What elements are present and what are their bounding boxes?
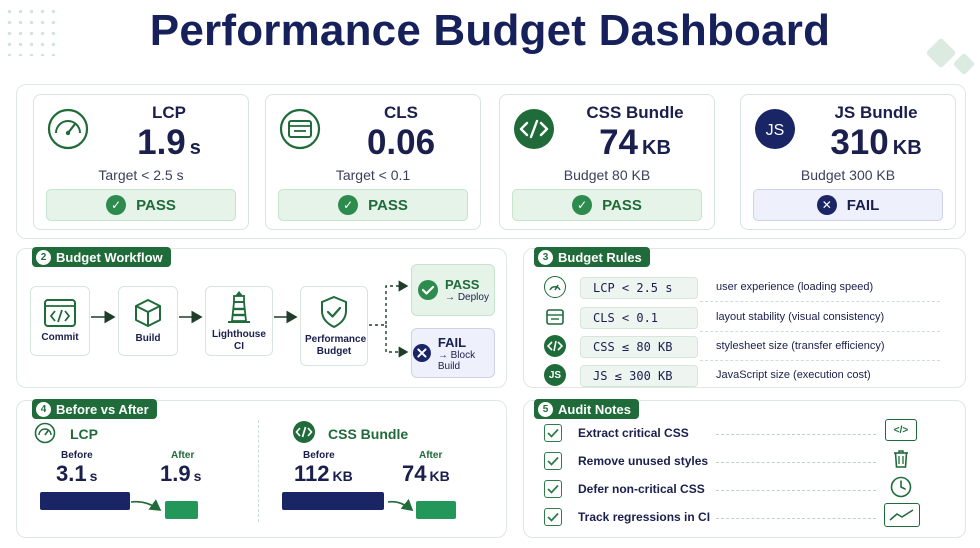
divider [700,301,940,302]
code-window-icon [44,299,76,327]
divider [700,360,940,361]
status-badge: ✓ PASS [46,189,236,221]
status-badge: ✓ PASS [278,189,468,221]
metric-target: Budget 300 KB [800,167,896,183]
gauge-icon [34,422,56,444]
js-icon: JS [753,107,797,151]
rule-description: user experience (loading speed) [716,281,874,293]
clock-icon [889,475,913,499]
check-icon: ✓ [572,195,593,215]
workflow-fail-box[interactable]: FAIL → Block Build [411,328,495,378]
rule-row: CLS < 0.1 layout stability (visual consi… [540,307,950,331]
rule-description: stylesheet size (transfer efficiency) [716,340,885,352]
metric-name: JS Bundle [834,103,918,122]
rule-row: LCP < 2.5 s user experience (loading spe… [540,276,950,301]
cube-icon [135,299,161,327]
metric-name: CLS [384,103,418,122]
before-bar-lcp [40,492,130,510]
trend-chart-icon [884,503,920,527]
metric-name: CSS Bundle [586,103,684,122]
after-value-css: 74 KB [402,461,450,486]
metric-card-css-bundle[interactable]: CSS Bundle 74 KB Budget 80 KB ✓ PASS [499,94,715,230]
after-label: After [171,450,195,461]
divider [700,331,940,332]
check-icon: ✓ [338,195,359,215]
layout-icon [278,107,322,151]
section-title-audit-notes: 5 Audit Notes [534,399,639,419]
metric-value: 74 KB [599,123,671,162]
rule-row: CSS ≤ 80 KB stylesheet size (transfer ef… [540,335,950,360]
rule-description: layout stability (visual consistency) [716,311,885,323]
metric-name: LCP [152,103,186,122]
rule-row: JS JS ≤ 300 KB JavaScript size (executio… [540,364,950,389]
checkbox-checked[interactable] [544,424,562,442]
checkbox-checked[interactable] [544,508,562,526]
trash-icon [891,448,911,470]
metric-value: 0.06 [366,123,436,162]
gauge-icon [544,276,566,298]
code-icon [293,421,315,443]
rule-code: CLS < 0.1 [580,307,698,329]
checkbox-checked[interactable] [544,452,562,470]
audit-note-item[interactable]: Extract critical CSS </> [540,419,950,446]
rule-code: JS ≤ 300 KB [580,365,698,387]
js-icon: JS [544,364,566,386]
after-bar-lcp [165,501,198,519]
metric-value: 1.9 s [137,123,201,162]
workflow-step-build[interactable]: Build [118,286,178,356]
section-title-workflow: 2 Budget Workflow [32,247,171,267]
code-icon: </> [885,419,917,441]
before-bar-css [282,492,384,510]
check-circle-icon [418,280,439,300]
metric-target: Target < 0.1 [335,167,411,183]
comparison-title-lcp: LCP [70,426,98,442]
comparison-title-css: CSS Bundle [328,426,409,442]
lighthouse-icon [228,291,250,323]
workflow-step-commit[interactable]: Commit [30,286,90,356]
layout-icon [544,306,566,328]
audit-note-item[interactable]: Defer non-critical CSS [540,475,950,502]
section-title-rules: 3 Budget Rules [534,247,650,267]
after-label: After [419,450,443,461]
workflow-step-lighthouse-ci[interactable]: Lighthouse CI [205,286,273,356]
divider [258,420,259,522]
after-value-lcp: 1.9 s [160,461,202,486]
rule-description: JavaScript size (execution cost) [716,369,871,381]
audit-note-item[interactable]: Remove unused styles [540,450,950,474]
status-badge: ✕ FAIL [753,189,943,221]
metric-card-js-bundle[interactable]: JS JS Bundle 310 KB Budget 300 KB ✕ FAIL [740,94,956,230]
metric-target: Target < 2.5 s [98,167,184,183]
decorative-dots [4,6,60,56]
gauge-icon [46,107,90,151]
metric-target: Budget 80 KB [563,167,651,183]
section-title-before-after: 4 Before vs After [32,399,157,419]
status-badge: ✓ PASS [512,189,702,221]
audit-notes-panel [523,400,966,538]
close-circle-icon [412,343,431,363]
workflow-pass-box[interactable]: PASS → Deploy [411,264,495,316]
before-value-css: 112 KB [294,461,353,486]
workflow-step-performance-budget[interactable]: Performance Budget [300,286,368,366]
close-icon: ✕ [816,195,837,215]
rule-code: LCP < 2.5 s [580,277,698,299]
check-icon: ✓ [106,195,127,215]
svg-text:JS: JS [766,122,785,139]
metric-card-cls[interactable]: CLS 0.06 Target < 0.1 ✓ PASS [265,94,481,230]
before-value-lcp: 3.1 s [56,461,98,486]
code-icon [544,335,566,357]
before-label: Before [61,450,93,461]
metric-value: 310 KB [830,123,922,162]
code-icon [512,107,556,151]
after-bar-css [416,501,456,519]
audit-note-item[interactable]: Track regressions in CI [540,503,950,530]
metric-card-lcp[interactable]: LCP 1.9 s Target < 2.5 s ✓ PASS [33,94,249,230]
checkbox-checked[interactable] [544,480,562,498]
before-label: Before [303,450,335,461]
rule-code: CSS ≤ 80 KB [580,336,698,358]
page-title: Performance Budget Dashboard [149,6,831,55]
shield-check-icon [321,295,347,329]
